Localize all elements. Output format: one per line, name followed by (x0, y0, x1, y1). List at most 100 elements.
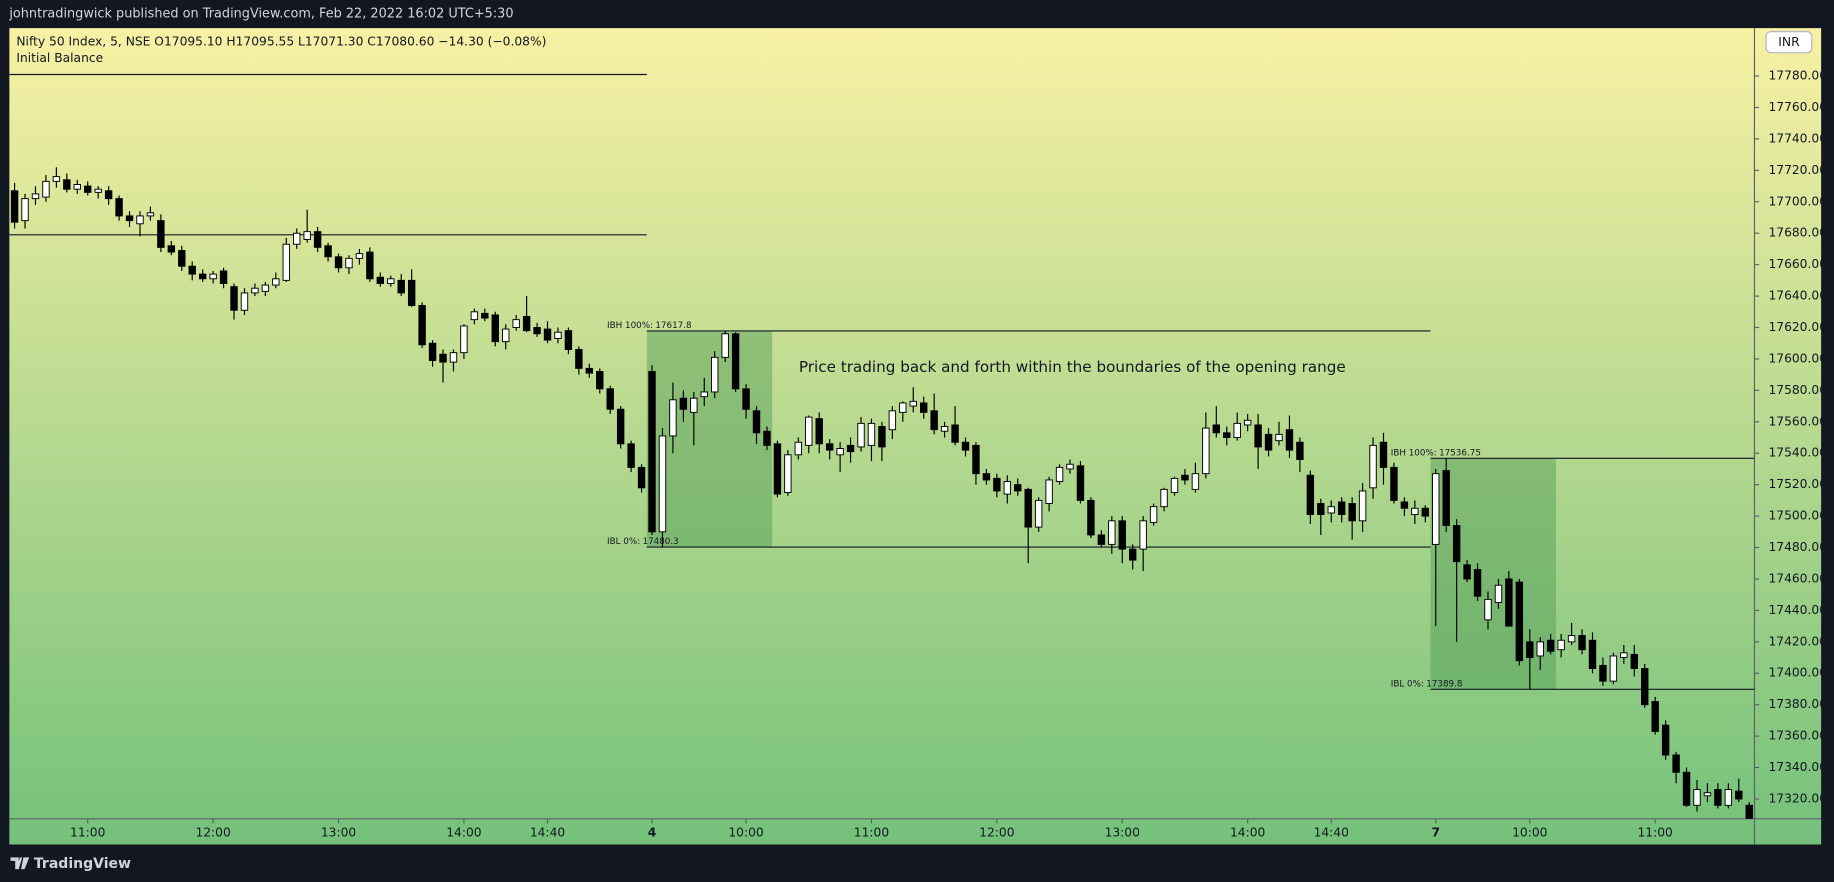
candle-body (1369, 444, 1377, 489)
candle-body (1578, 635, 1586, 651)
candle-body (1034, 499, 1043, 528)
candle-body (731, 333, 740, 390)
candle-body (940, 426, 949, 432)
candle-body (1672, 754, 1680, 773)
candle-body (711, 356, 719, 393)
y-tick-label: 17680.00 (1768, 226, 1827, 240)
candle-body (104, 190, 113, 200)
candle-body (428, 342, 437, 361)
candle-body (1526, 641, 1534, 659)
candle-body (407, 279, 416, 306)
candle-body (366, 251, 374, 280)
candle-body (63, 179, 71, 190)
candle-body (658, 435, 667, 533)
candle-body (1233, 422, 1241, 438)
candle-body (1306, 474, 1315, 515)
candle-body (1724, 789, 1733, 806)
candle-body (1421, 507, 1430, 517)
candle-body (1432, 473, 1440, 545)
y-tick-label: 17580.00 (1768, 383, 1827, 397)
candle-body (867, 422, 876, 446)
candle-body (930, 410, 938, 431)
y-tick-label: 17700.00 (1768, 194, 1827, 208)
candle-body (1254, 424, 1262, 448)
candle-body (700, 391, 708, 398)
candle-body (825, 443, 834, 451)
x-tick-label: 14:00 (1230, 825, 1265, 839)
candle-body (1014, 484, 1022, 492)
candle-body (1202, 427, 1210, 475)
y-tick-label: 17720.00 (1768, 163, 1827, 177)
candle-body (596, 371, 604, 390)
x-tick-label: 13:00 (1105, 825, 1140, 839)
ib-low-label: IBL 0%: 17389.8 (1391, 679, 1463, 689)
candle-body (1045, 479, 1053, 504)
candle-body (1139, 520, 1147, 550)
candle-body (21, 198, 29, 222)
y-tick-label: 17740.00 (1768, 131, 1827, 145)
candle-body (575, 349, 583, 369)
candle-body (1108, 520, 1116, 545)
y-tick-label: 17660.00 (1768, 257, 1827, 271)
candle-body (387, 278, 395, 284)
candle-body (251, 287, 259, 294)
ib-label-value: 17617.8 (655, 321, 691, 331)
candle-body (857, 422, 865, 448)
candle-body (1076, 465, 1085, 501)
currency-label[interactable]: INR (1778, 35, 1800, 49)
candle-body (752, 410, 761, 434)
indicator-legend[interactable]: Initial Balance (16, 51, 103, 65)
ib-label-value: 17536.75 (1439, 448, 1481, 458)
candle-body (1745, 804, 1753, 819)
candle-body (470, 311, 479, 321)
currency-button[interactable] (1765, 31, 1813, 54)
candle-body (324, 245, 332, 258)
candle-body (993, 477, 1001, 492)
candle-body (1191, 473, 1200, 490)
candle-body (1536, 641, 1544, 657)
candle-body (355, 253, 364, 259)
candle-body (1358, 490, 1367, 522)
ib-label-text: IBH 100%: (607, 321, 653, 331)
candle-body (1661, 724, 1670, 756)
candle-body (899, 402, 907, 413)
candle-body (219, 270, 228, 284)
candle-body (397, 279, 405, 294)
candle-body (1714, 789, 1722, 806)
candle-body (564, 330, 573, 350)
y-tick-label: 17360.00 (1768, 729, 1827, 743)
candle-body (418, 305, 426, 346)
x-tick-label: 12:00 (195, 825, 230, 839)
candle-body (533, 327, 541, 335)
candle-body (167, 245, 176, 253)
candle-body (1087, 499, 1095, 536)
y-tick-label: 17600.00 (1768, 351, 1827, 365)
candle-body (1735, 790, 1743, 800)
ib-label-text: IBL 0%: (607, 537, 640, 547)
candle-body (345, 257, 353, 269)
candle-body (721, 333, 729, 358)
candle-body (240, 292, 249, 311)
y-tick-label: 17460.00 (1768, 571, 1827, 585)
candle-body (52, 176, 61, 182)
symbol-legend[interactable]: Nifty 50 Index, 5, NSE O17095.10 H17095.… (16, 35, 546, 49)
candle-body (1599, 664, 1607, 682)
candle-body (512, 319, 520, 328)
candle-body (10, 190, 19, 223)
annotation: Price trading back and forth within the … (799, 358, 1346, 376)
candle-body (94, 188, 102, 193)
candle-body (1452, 525, 1461, 563)
candle-body (157, 220, 165, 248)
y-tick-label: 17520.00 (1768, 477, 1827, 491)
candle-body (763, 430, 771, 446)
y-tick-label: 17420.00 (1768, 634, 1827, 648)
candle-body (669, 399, 677, 437)
x-tick-label: 14:00 (446, 825, 481, 839)
candle-body (481, 312, 489, 319)
candle-body (439, 353, 447, 363)
candle-body (1682, 771, 1691, 806)
candle-body (543, 328, 552, 341)
candle-body (42, 180, 50, 198)
